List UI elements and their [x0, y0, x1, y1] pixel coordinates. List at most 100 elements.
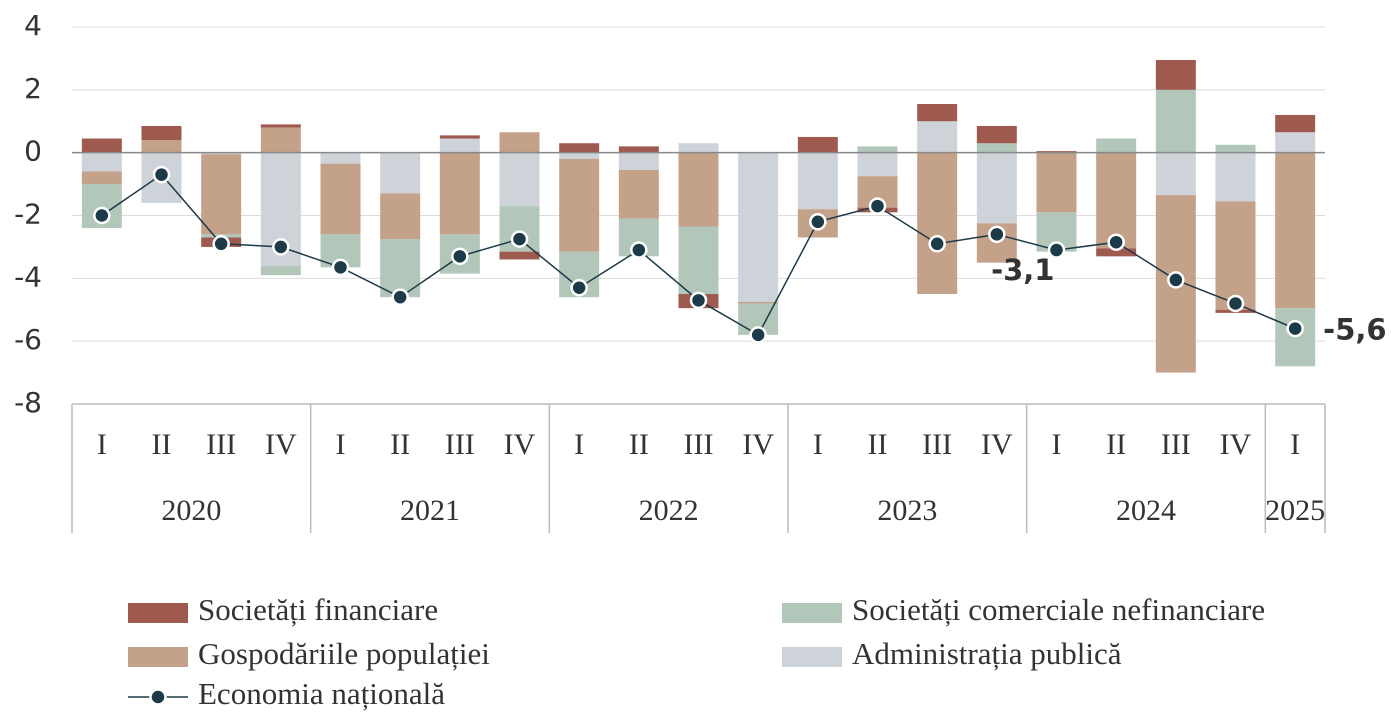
- x-tick-label: IV: [1220, 428, 1252, 461]
- y-tick-label: 2: [24, 72, 42, 105]
- bar-segment: [1275, 152, 1316, 309]
- bar-segment: [976, 125, 1017, 144]
- bar-segment: [797, 136, 838, 153]
- line-marker: [809, 213, 827, 231]
- bar-segment: [201, 154, 242, 235]
- bar-segment: [976, 152, 1017, 224]
- bar-segment: [1155, 89, 1196, 153]
- bar-segment: [738, 301, 779, 304]
- line-marker: [1107, 233, 1125, 251]
- bar-segment: [141, 125, 182, 141]
- legend-swatch: [782, 647, 842, 667]
- bar-segment: [976, 143, 1017, 153]
- bar-segment: [857, 146, 898, 153]
- x-tick-label: II: [152, 428, 172, 461]
- bar-segment: [499, 152, 540, 207]
- bar-segment: [1275, 132, 1316, 153]
- x-tick-label: I: [1052, 428, 1062, 461]
- line-marker: [570, 279, 588, 297]
- legend-marker: [149, 688, 167, 706]
- x-tick-label: I: [1290, 428, 1300, 461]
- line-marker: [93, 206, 111, 225]
- bar-segment: [380, 152, 421, 194]
- x-group-label: 2024: [1116, 494, 1176, 527]
- x-tick-label: III: [445, 428, 475, 461]
- x-group-label: 2025: [1265, 494, 1325, 527]
- line-marker: [510, 230, 529, 248]
- x-tick-label: III: [206, 428, 236, 461]
- bar-segment: [1215, 152, 1256, 202]
- bar-segment: [559, 143, 600, 153]
- bar-segment: [1215, 201, 1256, 310]
- bar-segment: [559, 158, 600, 252]
- y-tick-label: -6: [14, 323, 42, 356]
- bar-segment: [917, 121, 958, 153]
- line-marker: [689, 291, 708, 310]
- bar-segment: [499, 132, 540, 153]
- data-label: -5,6: [1323, 313, 1386, 347]
- x-group-label: 2022: [639, 494, 699, 527]
- legend-label: Administrația publică: [852, 636, 1122, 671]
- x-tick-label: II: [629, 428, 649, 461]
- x-tick-label: II: [1106, 428, 1126, 461]
- bar-segment: [439, 135, 480, 139]
- line-marker: [391, 288, 409, 306]
- bar-segment: [618, 169, 659, 219]
- line-marker: [451, 247, 469, 266]
- bar-segment: [797, 152, 838, 210]
- x-tick-label: I: [97, 428, 107, 461]
- bar-segment: [439, 152, 480, 235]
- y-tick-label: -8: [14, 386, 42, 419]
- bar-segment: [260, 127, 301, 153]
- line-marker: [212, 235, 230, 253]
- line-marker: [272, 238, 290, 256]
- bar-segment: [1275, 114, 1316, 133]
- line-marker: [1286, 319, 1304, 338]
- bar-segment: [1096, 152, 1137, 249]
- bar-segment: [1036, 152, 1077, 213]
- y-tick-label: -4: [14, 260, 42, 293]
- bar-segment: [1096, 138, 1137, 153]
- x-tick-label: III: [684, 428, 714, 461]
- bar-segment: [1036, 151, 1077, 153]
- bar-segment: [499, 251, 540, 260]
- line-marker: [331, 258, 350, 277]
- bar-segment: [201, 152, 242, 155]
- bar-segment: [380, 193, 421, 240]
- x-tick-label: II: [390, 428, 410, 461]
- bar-segment: [81, 152, 122, 172]
- x-group-label: 2020: [161, 494, 221, 527]
- bar-segment: [439, 138, 480, 153]
- bar-segment: [917, 152, 958, 295]
- bar-segment: [559, 152, 600, 159]
- legend-label: Gospodăriile populației: [198, 636, 490, 671]
- bar-segment: [618, 146, 659, 153]
- x-tick-label: II: [868, 428, 888, 461]
- bar-segment: [320, 163, 361, 235]
- x-tick-label: IV: [265, 428, 297, 461]
- x-tick-label: I: [574, 428, 584, 461]
- legend-label: Economia națională: [198, 676, 445, 711]
- bar-segment: [738, 152, 779, 302]
- line-marker: [988, 225, 1006, 244]
- x-group-label: 2023: [877, 494, 937, 527]
- legend-swatch: [782, 603, 842, 623]
- line-marker: [749, 326, 767, 344]
- x-tick-label: IV: [742, 428, 774, 461]
- y-tick-label: 4: [24, 9, 42, 42]
- x-tick-label: IV: [981, 428, 1013, 461]
- y-tick-label: 0: [24, 135, 42, 168]
- x-tick-label: I: [813, 428, 823, 461]
- line-marker: [1047, 241, 1066, 259]
- x-tick-label: III: [922, 428, 952, 461]
- bar-segment: [260, 265, 301, 276]
- bar-segment: [1096, 248, 1137, 257]
- bar-segment: [320, 152, 361, 164]
- bar-segment: [678, 226, 719, 295]
- legend-label: Societăți financiare: [198, 592, 438, 627]
- line-marker: [1226, 294, 1245, 313]
- line-marker: [1167, 271, 1185, 289]
- bar-segment: [1155, 59, 1196, 90]
- bar-segment: [618, 152, 659, 170]
